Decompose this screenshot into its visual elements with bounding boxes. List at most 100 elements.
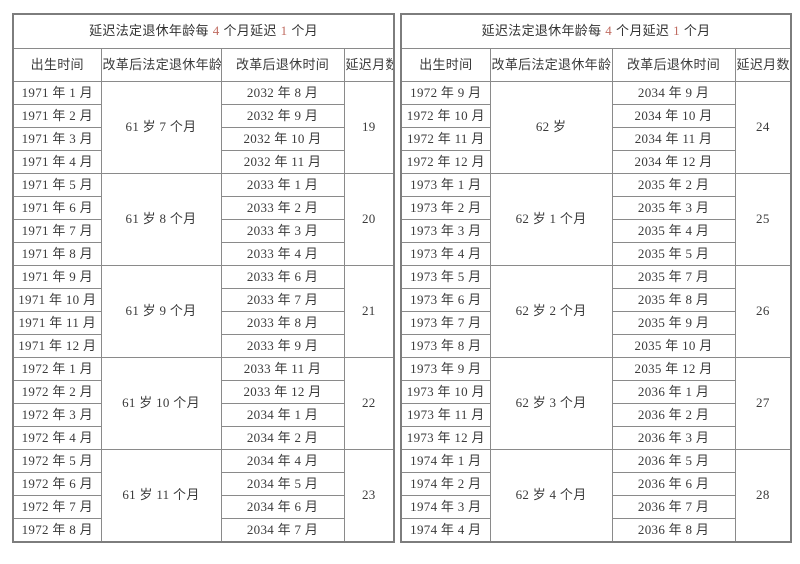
retire-time-cell: 2034 年 2 月 bbox=[220, 426, 345, 450]
table-row: 1971 年 11 月 2033 年 8 月 bbox=[12, 311, 394, 335]
table-row: 1972 年 3 月 2034 年 1 月 bbox=[12, 403, 394, 427]
table-row: 1972 年 4 月 2034 年 2 月 bbox=[12, 426, 394, 450]
table-row: 1972 年 5 月 61 岁 11 个月 2034 年 4 月 23 bbox=[12, 449, 395, 543]
delay-months-cell: 28 bbox=[734, 449, 792, 543]
statutory-age-cell: 62 岁 1 个月 bbox=[489, 173, 613, 266]
birth-month-cell: 1973 年 3 月 bbox=[400, 219, 491, 243]
table-row: 1973 年 12 月 2036 年 3 月 bbox=[400, 426, 791, 450]
retire-time-cell: 2033 年 7 月 bbox=[220, 288, 345, 312]
retire-time-cell: 2035 年 8 月 bbox=[611, 288, 736, 312]
birth-month-cell: 1972 年 12 月 bbox=[400, 150, 491, 174]
table-row: 1973 年 9 月 62 岁 3 个月 2035 年 12 月 27 bbox=[400, 357, 792, 450]
birth-month-cell: 1972 年 7 月 bbox=[12, 495, 102, 519]
retire-time-cell: 2032 年 9 月 bbox=[220, 104, 345, 128]
birth-month-cell: 1974 年 1 月 bbox=[400, 449, 491, 473]
retire-time-cell: 2033 年 2 月 bbox=[220, 196, 345, 220]
column-header-row: 出生时间 改革后法定退休年龄 改革后退休时间 延迟月数 bbox=[12, 48, 395, 82]
table-row: 1971 年 6 月 2033 年 2 月 bbox=[12, 196, 394, 220]
retire-time-cell: 2036 年 3 月 bbox=[611, 426, 736, 450]
retirement-table-left: 延迟法定退休年龄每 4 个月延迟 1 个月 出生时间 改革后法定退休年龄 改革后… bbox=[12, 13, 396, 543]
table-title: 延迟法定退休年龄每 4 个月延迟 1 个月 bbox=[400, 13, 792, 49]
statutory-age-cell: 61 岁 10 个月 bbox=[100, 357, 222, 450]
retire-time-cell: 2032 年 8 月 bbox=[220, 81, 345, 105]
title-text: 个月延迟 bbox=[612, 23, 674, 39]
title-text: 延迟法定退休年龄每 bbox=[481, 23, 606, 39]
retire-time-cell: 2032 年 11 月 bbox=[220, 150, 345, 174]
table-row: 1973 年 6 月 2035 年 8 月 bbox=[400, 288, 791, 312]
title-row: 延迟法定退休年龄每 4 个月延迟 1 个月 bbox=[12, 13, 395, 49]
table-row: 1971 年 7 月 2033 年 3 月 bbox=[12, 219, 394, 243]
retire-time-cell: 2034 年 6 月 bbox=[220, 495, 345, 519]
retire-time-cell: 2034 年 10 月 bbox=[611, 104, 736, 128]
retire-time-cell: 2035 年 9 月 bbox=[611, 311, 736, 335]
retire-time-cell: 2033 年 9 月 bbox=[220, 334, 345, 358]
table-body: 1972 年 9 月 62 岁 2034 年 9 月 24 1972 年 10 月 203… bbox=[400, 81, 792, 543]
birth-month-cell: 1973 年 9 月 bbox=[400, 357, 491, 381]
retire-time-cell: 2035 年 10 月 bbox=[611, 334, 736, 358]
delay-months-cell: 25 bbox=[734, 173, 792, 266]
table-row: 1974 年 3 月 2036 年 7 月 bbox=[400, 495, 791, 519]
statutory-age-cell: 61 岁 9 个月 bbox=[100, 265, 222, 358]
retire-time-cell: 2034 年 5 月 bbox=[220, 472, 345, 496]
birth-month-cell: 1972 年 9 月 bbox=[400, 81, 491, 105]
retire-time-cell: 2036 年 1 月 bbox=[611, 380, 736, 404]
retire-time-cell: 2036 年 7 月 bbox=[611, 495, 736, 519]
birth-month-cell: 1972 年 8 月 bbox=[12, 518, 102, 543]
birth-month-cell: 1971 年 7 月 bbox=[12, 219, 102, 243]
retire-time-cell: 2035 年 12 月 bbox=[611, 357, 736, 381]
birth-month-cell: 1973 年 10 月 bbox=[400, 380, 491, 404]
birth-month-cell: 1972 年 3 月 bbox=[12, 403, 102, 427]
retirement-table-right: 延迟法定退休年龄每 4 个月延迟 1 个月 出生时间 改革后法定退休年龄 改革后… bbox=[400, 13, 793, 543]
retire-time-cell: 2033 年 11 月 bbox=[220, 357, 345, 381]
retire-time-cell: 2035 年 3 月 bbox=[611, 196, 736, 220]
birth-month-cell: 1973 年 11 月 bbox=[400, 403, 491, 427]
statutory-age-cell: 62 岁 4 个月 bbox=[489, 449, 613, 543]
retire-time-cell: 2035 年 4 月 bbox=[611, 219, 736, 243]
birth-month-cell: 1971 年 8 月 bbox=[12, 242, 102, 266]
col-header-birth: 出生时间 bbox=[400, 48, 491, 82]
delay-months-cell: 27 bbox=[734, 357, 792, 450]
birth-month-cell: 1971 年 2 月 bbox=[12, 104, 102, 128]
table-body: 1971 年 1 月 61 岁 7 个月 2032 年 8 月 19 1971 年 2 … bbox=[12, 81, 395, 543]
retire-time-cell: 2034 年 4 月 bbox=[220, 449, 345, 473]
birth-month-cell: 1972 年 5 月 bbox=[12, 449, 102, 473]
statutory-age-cell: 62 岁 bbox=[489, 81, 613, 174]
table-row: 1974 年 1 月 62 岁 4 个月 2036 年 5 月 28 bbox=[400, 449, 792, 543]
birth-month-cell: 1973 年 6 月 bbox=[400, 288, 491, 312]
delay-months-cell: 19 bbox=[343, 81, 395, 174]
retire-time-cell: 2033 年 12 月 bbox=[220, 380, 345, 404]
retire-time-cell: 2034 年 12 月 bbox=[611, 150, 736, 174]
retire-time-cell: 2033 年 8 月 bbox=[220, 311, 345, 335]
birth-month-cell: 1972 年 2 月 bbox=[12, 380, 102, 404]
table-row: 1973 年 5 月 62 岁 2 个月 2035 年 7 月 26 bbox=[400, 265, 792, 358]
delay-months-cell: 21 bbox=[343, 265, 395, 358]
col-header-statutory-age: 改革后法定退休年龄 bbox=[489, 48, 613, 82]
col-header-delay-months: 延迟月数 bbox=[734, 48, 792, 82]
retire-time-cell: 2036 年 8 月 bbox=[611, 518, 736, 543]
col-header-retire-time: 改革后退休时间 bbox=[611, 48, 736, 82]
retire-time-cell: 2034 年 9 月 bbox=[611, 81, 736, 105]
birth-month-cell: 1972 年 10 月 bbox=[400, 104, 491, 128]
table-row: 1973 年 1 月 62 岁 1 个月 2035 年 2 月 25 bbox=[400, 173, 792, 266]
birth-month-cell: 1972 年 11 月 bbox=[400, 127, 491, 151]
birth-month-cell: 1973 年 4 月 bbox=[400, 242, 491, 266]
birth-month-cell: 1971 年 1 月 bbox=[12, 81, 102, 105]
table-row: 1973 年 4 月 2035 年 5 月 bbox=[400, 242, 791, 266]
title-row: 延迟法定退休年龄每 4 个月延迟 1 个月 bbox=[400, 13, 792, 49]
birth-month-cell: 1972 年 6 月 bbox=[12, 472, 102, 496]
retire-time-cell: 2036 年 6 月 bbox=[611, 472, 736, 496]
retire-time-cell: 2033 年 6 月 bbox=[220, 265, 345, 289]
column-header-row: 出生时间 改革后法定退休年龄 改革后退休时间 延迟月数 bbox=[400, 48, 792, 82]
retire-time-cell: 2034 年 1 月 bbox=[220, 403, 345, 427]
table-row: 1972 年 12 月 2034 年 12 月 bbox=[400, 150, 791, 174]
table-row: 1971 年 8 月 2033 年 4 月 bbox=[12, 242, 394, 266]
birth-month-cell: 1971 年 5 月 bbox=[12, 173, 102, 197]
birth-month-cell: 1971 年 9 月 bbox=[12, 265, 102, 289]
table-row: 1972 年 1 月 61 岁 10 个月 2033 年 11 月 22 bbox=[12, 357, 395, 450]
table-row: 1973 年 11 月 2036 年 2 月 bbox=[400, 403, 791, 427]
title-text: 个月 bbox=[287, 23, 318, 39]
table-row: 1971 年 4 月 2032 年 11 月 bbox=[12, 150, 394, 174]
birth-month-cell: 1973 年 2 月 bbox=[400, 196, 491, 220]
retire-time-cell: 2033 年 4 月 bbox=[220, 242, 345, 266]
